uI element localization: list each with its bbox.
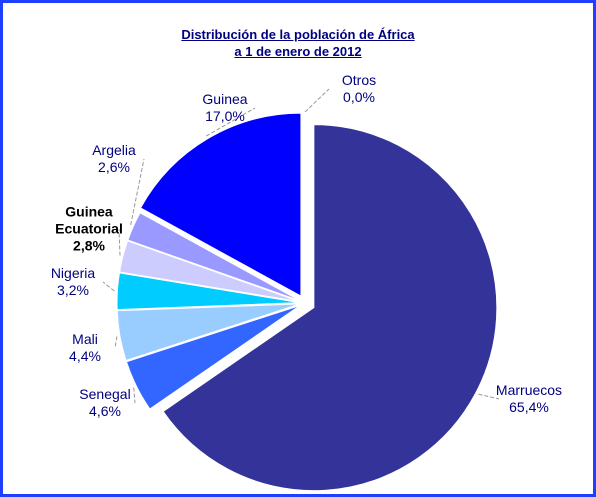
- category-label: Nigeria: [50, 265, 96, 281]
- slice-label: Nigeria 3,2%: [51, 265, 95, 299]
- leader-line: [102, 281, 115, 292]
- pie-slice: [125, 304, 301, 410]
- value-label: 3,2%: [57, 282, 89, 298]
- value-label: 4,4%: [69, 348, 101, 364]
- category-label: Guinea: [202, 91, 248, 107]
- value-label: 0,0%: [343, 89, 375, 105]
- category-label: Otros: [341, 72, 377, 88]
- category-label: Guinea Ecuatorial: [55, 203, 123, 237]
- slice-label: Mali 4,4%: [69, 331, 101, 365]
- chart-title: a 1 de enero de 2012: [234, 44, 362, 59]
- slice-label: Marruecos 65,4%: [496, 382, 562, 416]
- leader-line: [304, 88, 330, 113]
- leader-line: [118, 228, 121, 256]
- leader-line: [133, 387, 136, 404]
- category-label: Argelia: [92, 142, 136, 158]
- value-label: 17,0%: [205, 108, 245, 124]
- slice-label: Otros 0,0%: [342, 72, 376, 106]
- pie-slice: [116, 272, 301, 311]
- leader-line: [114, 336, 118, 349]
- slice-label: Senegal 4,6%: [79, 386, 130, 420]
- slice-label: Argelia 2,6%: [92, 142, 136, 176]
- plot: [102, 88, 500, 492]
- value-label: 2,6%: [98, 159, 130, 175]
- value-label: 4,6%: [89, 403, 121, 419]
- leader-line: [205, 107, 256, 137]
- leader-line: [130, 158, 145, 226]
- value-label: 65,4%: [509, 399, 549, 415]
- pie-slice: [127, 212, 301, 302]
- category-label: Senegal: [79, 386, 131, 402]
- pie-slice: [162, 124, 498, 492]
- category-label: Mali: [72, 331, 98, 347]
- value-label: 2,8%: [73, 237, 105, 254]
- chart-title: Distribución de la población de África: [181, 27, 415, 42]
- category-label: Marruecos: [495, 382, 563, 398]
- pie-slice: [119, 240, 301, 303]
- pie-slice: [116, 303, 301, 362]
- slice-label: Guinea 17,0%: [202, 91, 247, 125]
- slice-label: Guinea Ecuatorial 2,8%: [44, 204, 134, 255]
- pie-slice: [139, 112, 302, 297]
- leader-line: [478, 393, 500, 400]
